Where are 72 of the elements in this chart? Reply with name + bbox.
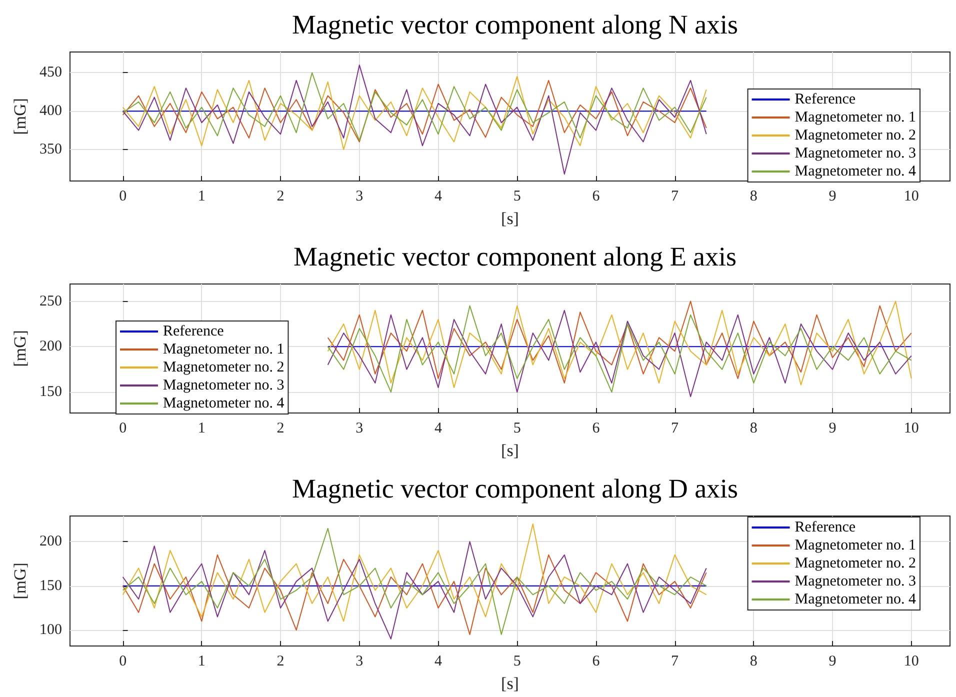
y-tick-label: 450 <box>40 64 62 81</box>
x-tick-label: 4 <box>434 654 442 670</box>
x-tick-label: 3 <box>356 420 364 436</box>
x-axis-title: [s] <box>501 674 519 693</box>
x-tick-label: 7 <box>671 654 680 670</box>
x-tick-label: 0 <box>119 420 127 436</box>
y-tick-label: 100 <box>40 622 62 638</box>
chart-title: Magnetic vector component along N axis <box>292 10 738 40</box>
x-tick-label: 6 <box>592 188 600 204</box>
y-tick-label: 400 <box>40 103 62 120</box>
legend-label: Magnetometer no. 2 <box>794 556 916 572</box>
legend-label: Magnetometer no. 3 <box>794 574 916 590</box>
x-tick-label: 8 <box>750 654 758 670</box>
x-tick-label: 10 <box>904 188 919 204</box>
x-tick-label: 3 <box>356 188 364 204</box>
x-tick-label: 2 <box>276 188 284 204</box>
y-axis-title: [mG] <box>10 98 30 135</box>
line-series <box>122 64 707 175</box>
legend-label: Magnetometer no. 3 <box>163 378 284 394</box>
x-tick-label: 7 <box>671 188 680 204</box>
y-tick-label: 200 <box>40 338 62 355</box>
x-tick-label: 6 <box>592 420 600 436</box>
line-series <box>122 554 707 636</box>
line-series <box>122 528 707 636</box>
x-tick-label: 4 <box>434 420 442 436</box>
x-tick-label: 5 <box>513 188 521 204</box>
x-tick-label: 0 <box>119 654 127 670</box>
x-tick-label: 5 <box>513 420 521 436</box>
legend-label: Magnetometer no. 3 <box>794 146 916 162</box>
legend-label: Magnetometer no. 2 <box>794 128 916 144</box>
legend-label: Magnetometer no. 1 <box>794 538 916 554</box>
x-tick-label: 3 <box>356 654 364 670</box>
y-axis-title: [mG] <box>10 562 30 600</box>
x-tick-label: 1 <box>198 654 206 670</box>
x-tick-label: 10 <box>904 654 919 670</box>
legend-label: Magnetometer no. 1 <box>163 342 284 358</box>
line-series <box>122 76 707 150</box>
line-series <box>122 541 707 640</box>
x-tick-label: 2 <box>276 420 284 436</box>
y-tick-label: 250 <box>40 293 62 310</box>
y-tick-label: 200 <box>40 534 62 550</box>
x-tick-label: 1 <box>198 420 206 436</box>
y-tick-label: 150 <box>40 578 62 594</box>
legend-label: Magnetometer no. 4 <box>794 592 916 608</box>
legend-label: Reference <box>794 520 856 536</box>
x-tick-label: 8 <box>750 188 758 204</box>
x-tick-label: 9 <box>828 188 836 204</box>
legend-label: Reference <box>794 92 856 108</box>
legend-label: Magnetometer no. 2 <box>163 360 284 376</box>
legend-label: Magnetometer no. 4 <box>794 164 916 180</box>
x-tick-label: 7 <box>671 420 680 436</box>
x-tick-label: 9 <box>828 654 836 670</box>
legend-label: Reference <box>163 324 224 340</box>
x-tick-label: 0 <box>119 188 127 204</box>
y-tick-label: 350 <box>40 142 62 158</box>
x-tick-label: 4 <box>434 188 442 204</box>
x-tick-label: 6 <box>592 654 600 670</box>
x-tick-label: 8 <box>750 420 758 436</box>
x-axis-title: [s] <box>501 209 519 228</box>
x-tick-label: 5 <box>513 654 521 670</box>
legend-label: Magnetometer no. 4 <box>163 396 285 412</box>
y-tick-label: 150 <box>40 384 62 400</box>
x-axis-title: [s] <box>501 441 519 460</box>
line-series <box>122 523 707 622</box>
x-tick-label: 9 <box>828 420 836 436</box>
y-axis-title: [mG] <box>10 330 30 367</box>
chart-title: Magnetic vector component along D axis <box>292 474 738 504</box>
x-tick-label: 2 <box>276 654 284 670</box>
x-tick-label: 1 <box>198 188 206 204</box>
x-tick-label: 10 <box>904 420 919 436</box>
chart-title: Magnetic vector component along E axis <box>293 242 737 272</box>
legend-label: Magnetometer no. 1 <box>794 110 916 126</box>
